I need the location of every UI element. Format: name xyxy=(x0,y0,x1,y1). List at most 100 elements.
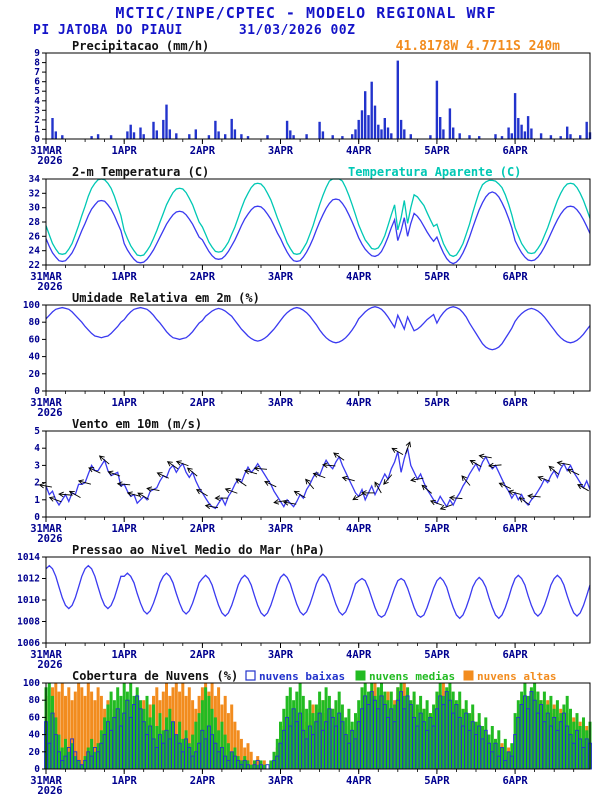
wind-barb xyxy=(352,493,365,501)
precip-bar xyxy=(396,60,399,139)
cloud-bar-mid xyxy=(484,717,488,769)
wind-barb xyxy=(321,462,336,468)
wind-barb-head xyxy=(98,455,105,461)
wind-barb-head xyxy=(548,465,555,472)
cloud-bar-mid xyxy=(77,760,81,769)
cloud-bar-mid xyxy=(47,683,51,769)
wind-barb xyxy=(48,496,62,503)
panel-title-temperature: 2-m Temperatura (C) xyxy=(72,165,209,179)
cloud-bar-mid xyxy=(262,764,266,769)
cloud-bar-mid xyxy=(494,738,497,769)
precip-bar xyxy=(370,81,373,139)
cloud-bar-mid xyxy=(318,691,322,769)
wind-barb-head xyxy=(77,479,84,485)
precip-bar xyxy=(233,129,237,139)
cloud-bar-high xyxy=(230,704,234,769)
precip-bar xyxy=(331,135,334,139)
precip-bar xyxy=(51,118,54,139)
wind-barb xyxy=(405,441,411,454)
cloud-bar-high xyxy=(249,751,253,769)
wind-barb-shaft xyxy=(557,462,570,466)
wind-barb-shaft xyxy=(69,491,81,498)
cloud-bar-mid xyxy=(132,695,136,769)
precip-bar xyxy=(526,116,530,139)
wind-barb xyxy=(312,472,326,479)
cloud-bar-high xyxy=(73,691,77,769)
wind-barb-head xyxy=(48,496,55,502)
cloud-bar-mid xyxy=(373,695,377,769)
cloud-bar-mid xyxy=(565,695,569,769)
wind-barb-shaft xyxy=(108,471,121,477)
y-tick-label: 30 xyxy=(29,203,41,214)
wind-barb-head xyxy=(305,478,311,485)
precip-bar xyxy=(390,133,393,139)
precip-bar xyxy=(383,118,386,139)
y-tick-label: 0 xyxy=(34,764,40,775)
cloud-bar-mid xyxy=(103,717,107,769)
cloud-bar-mid xyxy=(220,721,224,769)
y-tick-label: 1012 xyxy=(17,574,40,585)
wind-barb xyxy=(214,495,228,501)
x-tick-label: 4APR xyxy=(346,397,372,409)
y-axis: 22 24 26 28 30 32 34 xyxy=(29,174,46,271)
y-tick-label: 5 xyxy=(34,426,40,437)
precip-bar xyxy=(139,127,142,139)
precip-bar xyxy=(494,134,497,139)
cloud-bar-mid xyxy=(370,683,374,769)
cloud-bar-high xyxy=(64,695,67,769)
wind-barb-shaft xyxy=(323,464,336,467)
wind-barb xyxy=(461,475,471,486)
wind-barb-head xyxy=(166,461,173,467)
y-tick-label: 1014 xyxy=(17,552,40,563)
cloud-bar-mid xyxy=(285,695,289,769)
y-axis: 0 20 40 60 80 100 xyxy=(23,678,46,775)
x-tick-label: 6APR xyxy=(502,523,528,535)
x-tick-label: 2APR xyxy=(190,271,216,283)
cloud-bar-mid xyxy=(497,730,501,769)
cloud-bar-high xyxy=(86,683,90,769)
cloud-bar-mid xyxy=(226,743,230,769)
wind-barb-shaft xyxy=(138,493,150,500)
cloud-bar-high xyxy=(80,687,84,769)
wind-barb-head xyxy=(282,500,289,506)
wind-barb-shaft xyxy=(294,491,306,498)
cloud-bar-mid xyxy=(311,713,315,769)
precip-bar xyxy=(175,133,178,139)
panel-title-cloud-cover: Cobertura de Nuvens (%) xyxy=(72,669,238,683)
header: MCTIC/INPE/CPTEC - MODELO REGIONAL WRF P… xyxy=(0,0,612,38)
x-year-label: 2026 xyxy=(37,785,62,794)
panel-cloud-cover: Cobertura de Nuvens (%) nuvens baixas nu… xyxy=(23,669,592,794)
wind-barb-head xyxy=(448,495,455,501)
cloud-bar-mid xyxy=(516,700,520,769)
wind-barb xyxy=(195,489,208,497)
cloud-bar-mid xyxy=(425,700,429,769)
cloud-bar-high xyxy=(246,743,250,769)
precip-bar xyxy=(373,105,377,139)
cloud-bar-mid xyxy=(347,708,351,769)
cloud-bar-mid xyxy=(474,721,478,769)
series-vento-10m xyxy=(45,448,591,510)
wind-barb xyxy=(107,470,121,477)
wind-barb-head xyxy=(488,462,494,469)
panel-title-pressure: Pressao ao Nivel Medio do Mar (hPa) xyxy=(72,543,325,557)
y-tick-label: 100 xyxy=(23,678,40,689)
series-umidade-relativa xyxy=(45,306,591,351)
y-tick-label: 80 xyxy=(29,695,41,706)
wind-barb-shaft xyxy=(225,488,238,494)
wind-barb xyxy=(548,465,560,475)
wind-barb xyxy=(421,484,432,494)
wind-barb-head xyxy=(107,470,114,476)
precip-bar xyxy=(478,136,481,139)
x-year-label: 2026 xyxy=(37,407,62,416)
x-tick-label: 1APR xyxy=(112,775,138,787)
series-temperatura-2m xyxy=(45,191,591,265)
precip-bar xyxy=(155,130,158,139)
cloud-bar-mid xyxy=(513,713,517,769)
wind-barb-head xyxy=(88,467,95,473)
y-tick-label: 32 xyxy=(29,188,40,199)
cloud-bar-mid xyxy=(334,700,338,769)
x-tick-label: 3APR xyxy=(268,145,294,157)
wind-barb-shaft xyxy=(254,467,268,470)
